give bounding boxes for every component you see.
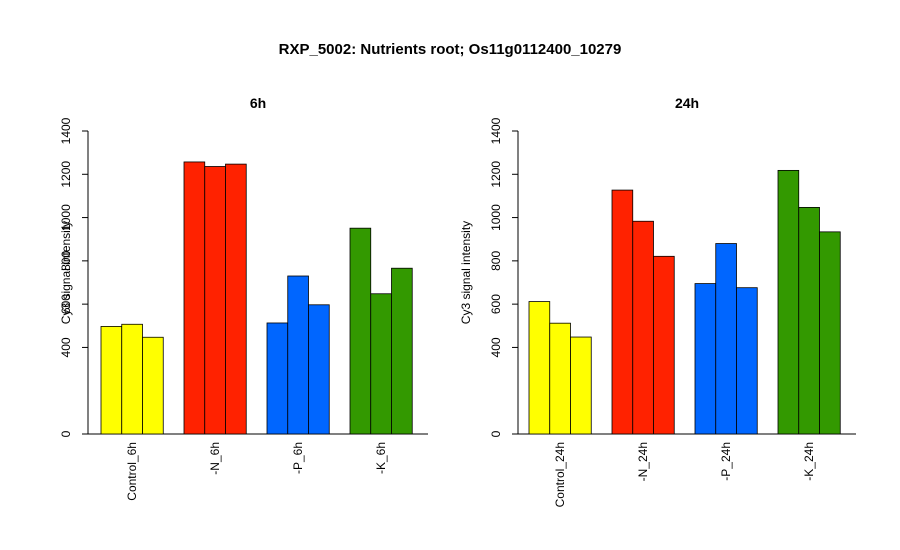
category-label: Control_6h bbox=[125, 442, 139, 501]
bar-Control_24h-1 bbox=[528, 301, 551, 435]
y-tick-label: 800 bbox=[489, 251, 503, 271]
panel-1: 24h 0 400 600 800 1000 1200 1400 Cy3 signal inte… bbox=[459, 95, 856, 507]
y-tick-label: 0 bbox=[489, 430, 503, 437]
y-tick-label: 600 bbox=[59, 294, 73, 314]
bar--P_24h-3 bbox=[736, 287, 758, 435]
bar--P_6h-3 bbox=[308, 304, 330, 435]
bar--K_24h-3 bbox=[819, 231, 841, 435]
y-tick-label: 0 bbox=[59, 430, 73, 437]
main-title: RXP_5002: Nutrients root; Os11g0112400_1… bbox=[279, 41, 622, 58]
y-tick-label: 1400 bbox=[489, 117, 503, 144]
bar-Control_24h-2 bbox=[549, 322, 571, 435]
y-tick-label: 600 bbox=[489, 294, 503, 314]
category-label: -N_6h bbox=[208, 442, 222, 475]
category-label: -P_6h bbox=[291, 442, 305, 474]
y-tick-label: 400 bbox=[59, 337, 73, 357]
bar--N_6h-2 bbox=[204, 166, 226, 435]
category-label: -K_6h bbox=[374, 442, 388, 474]
bar--P_24h-2 bbox=[715, 243, 737, 435]
y-tick-label: 1200 bbox=[59, 161, 73, 188]
bar--P_24h-1 bbox=[694, 283, 717, 435]
bar--K_6h-2 bbox=[370, 293, 392, 435]
y-tick-label: 1400 bbox=[59, 117, 73, 144]
bar--K_6h-1 bbox=[349, 227, 372, 435]
y-tick-label: 1000 bbox=[59, 204, 73, 231]
y-tick-label: 400 bbox=[489, 337, 503, 357]
category-label: -N_24h bbox=[636, 442, 650, 481]
bar--N_24h-2 bbox=[632, 220, 654, 435]
y-axis-label: Cy3 signal intensity bbox=[59, 221, 73, 324]
y-tick-label: 1200 bbox=[489, 161, 503, 188]
y-tick-label: 800 bbox=[59, 251, 73, 271]
bar--N_24h-1 bbox=[611, 189, 634, 435]
category-label: -P_24h bbox=[719, 442, 733, 481]
panels: 6h 0 400 600 800 1000 1200 1400 Cy3 signal inten… bbox=[59, 95, 856, 507]
bar--K_24h-1 bbox=[777, 169, 800, 435]
category-label: Control_24h bbox=[553, 442, 567, 507]
y-axis-label: Cy3 signal intensity bbox=[459, 221, 473, 324]
bar--K_6h-3 bbox=[391, 267, 413, 435]
bar--N_6h-1 bbox=[183, 161, 206, 435]
bar--P_6h-2 bbox=[287, 275, 309, 435]
category-label: -K_24h bbox=[802, 442, 816, 481]
bar--N_24h-3 bbox=[653, 255, 675, 435]
panel-0: 6h 0 400 600 800 1000 1200 1400 Cy3 signal inten… bbox=[59, 95, 428, 501]
panel-title: 6h bbox=[250, 95, 266, 111]
y-tick-label: 1000 bbox=[489, 204, 503, 231]
bar-Control_6h-2 bbox=[121, 323, 143, 435]
panel-title: 24h bbox=[675, 95, 699, 111]
bar-Control_6h-3 bbox=[142, 336, 164, 435]
bar--N_6h-3 bbox=[225, 163, 247, 435]
bar-Control_24h-3 bbox=[570, 336, 592, 435]
bar--K_24h-2 bbox=[798, 206, 820, 435]
bar-Control_6h-1 bbox=[100, 326, 123, 435]
bar--P_6h-1 bbox=[266, 322, 289, 435]
